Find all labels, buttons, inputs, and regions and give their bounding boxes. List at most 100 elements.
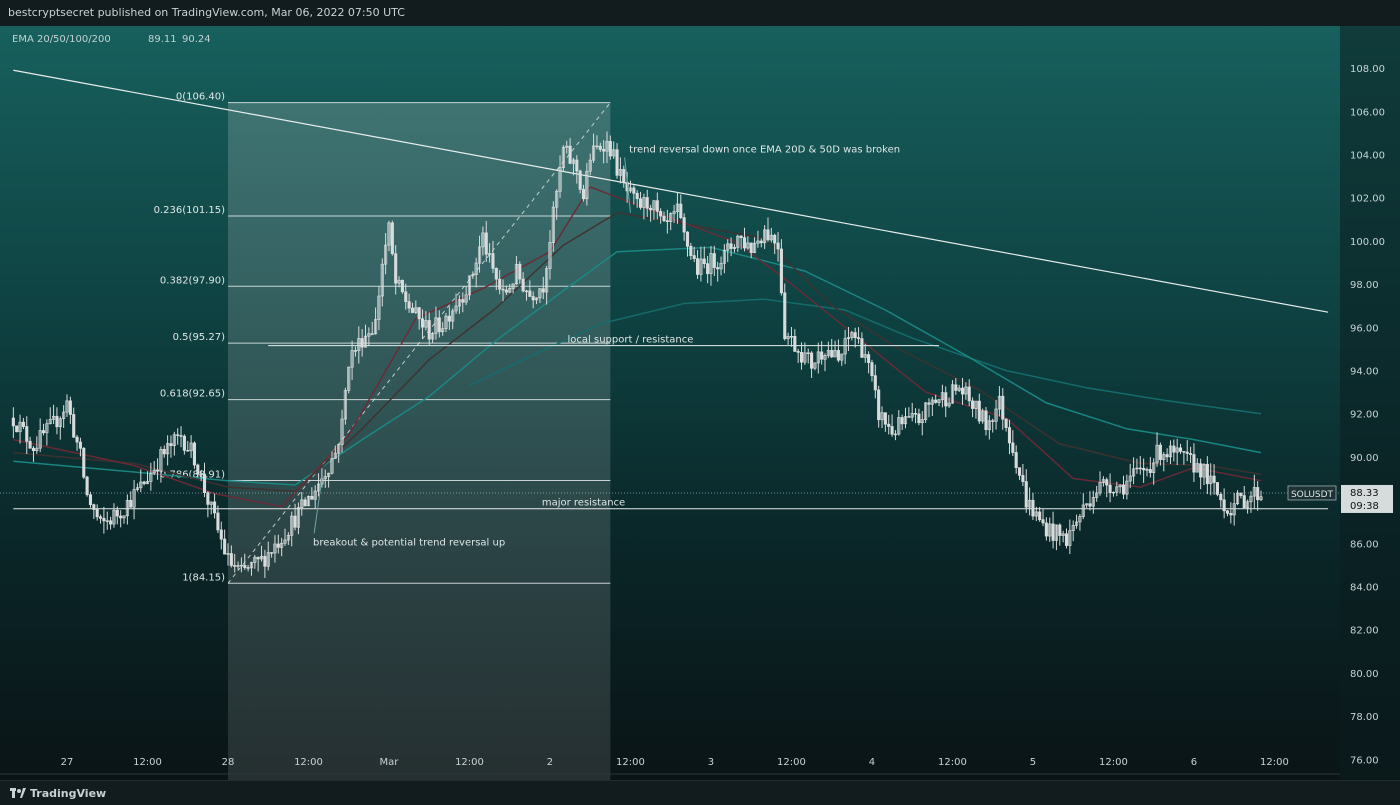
candle-201	[685, 231, 690, 257]
indicator-legend[interactable]: EMA 20/50/100/200 89.11 90.24	[12, 34, 211, 45]
candle-329	[1115, 481, 1119, 497]
candle-111	[384, 232, 388, 275]
candle-83	[290, 511, 294, 547]
candle-body-214	[729, 243, 733, 249]
candle-body-315	[1068, 530, 1072, 546]
drawn-lines[interactable]: local support / resistance major resistan…	[13, 69, 1329, 510]
candle-319	[1081, 493, 1085, 520]
time-tick-0: 27	[61, 757, 74, 768]
candle-body-25	[95, 509, 99, 518]
candle-107	[370, 321, 374, 336]
candle-body-254	[863, 354, 867, 358]
candle-body-165	[565, 145, 569, 148]
candle-123	[424, 311, 428, 331]
candle-173	[592, 133, 596, 163]
candle-61	[216, 505, 220, 534]
candle-133	[457, 295, 461, 314]
candle-body-110	[380, 263, 384, 297]
candle-149	[511, 283, 515, 294]
price-axis[interactable]: 76.0078.0080.0082.0084.0086.0088.0090.00…	[0, 64, 1393, 766]
candle-body-89	[310, 495, 314, 500]
candle-354	[1199, 458, 1203, 490]
candle-body-270	[917, 413, 921, 424]
candle-77	[270, 552, 274, 558]
candle-body-207	[706, 263, 710, 275]
candle-body-222	[756, 240, 760, 244]
candle-160	[548, 230, 552, 280]
candle-219	[746, 236, 750, 250]
candle-body-304	[1031, 499, 1035, 517]
candle-body-70	[246, 567, 250, 569]
candle-178	[608, 135, 612, 160]
candle-body-153	[524, 290, 529, 293]
candle-339	[1148, 457, 1152, 478]
candle-body-290	[984, 410, 988, 430]
candle-body-267	[907, 416, 911, 418]
candle-99	[343, 387, 347, 425]
candle-141	[484, 221, 488, 262]
candle-body-126	[434, 317, 438, 334]
candle-76	[266, 541, 270, 571]
candle-body-98	[340, 418, 344, 445]
candle-body-203	[692, 255, 696, 260]
candle-body-7	[35, 447, 39, 451]
candle-205	[699, 246, 703, 282]
candle-body-330	[1118, 484, 1122, 488]
price-tick-5: 86.00	[1350, 539, 1379, 550]
candle-body-351	[1189, 453, 1193, 455]
candle-29	[109, 516, 113, 530]
candle-14	[58, 416, 62, 440]
candle-228	[776, 231, 780, 262]
candle-body-293	[994, 408, 998, 422]
candle-body-248	[843, 338, 847, 355]
candle-body-187	[638, 198, 643, 208]
candle-body-229	[779, 248, 783, 294]
candle-163	[558, 155, 562, 198]
candle-body-250	[850, 332, 854, 338]
candle-135	[464, 286, 468, 306]
annotation-text-0: trend reversal down once EMA 20D & 50D w…	[629, 144, 900, 155]
candle-body-329	[1115, 486, 1119, 493]
time-tick-15: 12:00	[1260, 757, 1289, 768]
candle-334	[1132, 457, 1136, 485]
candle-body-321	[1088, 503, 1092, 507]
candle-126	[434, 306, 438, 340]
candle-260	[883, 412, 887, 432]
candle-body-65	[229, 553, 233, 566]
candle-283	[960, 377, 965, 405]
descending-trendline[interactable]	[13, 69, 1329, 313]
price-chart[interactable]: 0(106.40) 0.236(101.15) 0.382(97.90) 0.5(95…	[0, 26, 1400, 780]
candle-222	[756, 230, 760, 248]
candle-body-9	[41, 430, 46, 434]
candle-body-178	[608, 140, 612, 157]
candle-body-28	[105, 520, 109, 522]
candle-164	[561, 145, 565, 172]
candle-body-59	[209, 501, 213, 505]
candle-body-371	[1256, 487, 1260, 501]
tradingview-logo-icon	[10, 788, 26, 798]
candle-296	[1004, 418, 1008, 432]
candle-333	[1128, 463, 1132, 489]
candle-124	[427, 312, 431, 345]
candle-body-189	[645, 197, 649, 209]
fibonacci-retracement[interactable]: 0(106.40) 0.236(101.15) 0.382(97.90) 0.5(95…	[154, 92, 611, 780]
candle-body-18	[72, 414, 76, 438]
candle-331	[1121, 475, 1126, 500]
candle-4	[25, 416, 29, 455]
candle-body-262	[890, 426, 894, 435]
candle-118	[407, 293, 411, 313]
candle-body-145	[498, 278, 502, 290]
horizontal-line-label-0: local support / resistance	[568, 335, 694, 346]
candle-body-215	[732, 246, 736, 249]
candle-body-357	[1209, 475, 1213, 485]
candle-body-263	[893, 433, 897, 436]
candle-body-247	[840, 353, 844, 361]
candle-370	[1252, 474, 1256, 509]
candle-body-368	[1246, 501, 1250, 509]
candle-body-289	[981, 410, 985, 422]
candle-368	[1246, 499, 1250, 514]
candle-body-244	[830, 350, 834, 358]
candle-body-79	[276, 543, 280, 548]
published-text: bestcryptsecret published on TradingView…	[8, 6, 405, 19]
time-axis[interactable]: 27 12:00 28 12:00 Mar 12:00 2 12:00 3 12:00 4 12:00…	[0, 757, 1340, 775]
